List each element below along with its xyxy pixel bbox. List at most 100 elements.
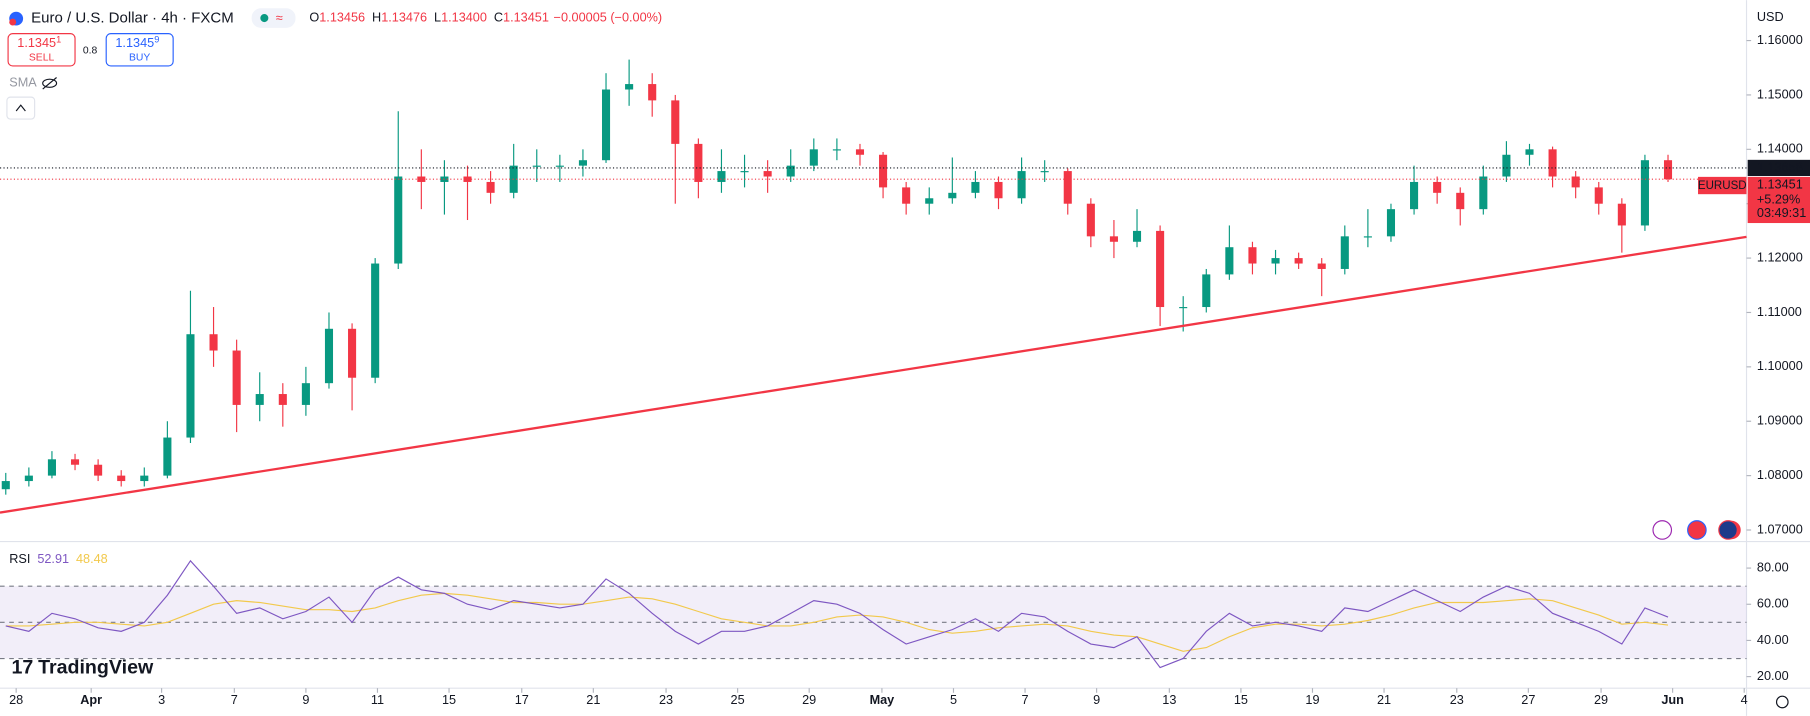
candle-body: [1340, 236, 1349, 269]
y-tick-label: 1.08000: [1757, 468, 1803, 482]
status-pill[interactable]: [251, 8, 296, 28]
status-icon: ≈: [276, 11, 283, 25]
settings-icon[interactable]: [1775, 695, 1789, 709]
candle-body: [117, 475, 126, 482]
candle-body: [1271, 258, 1280, 264]
sell-price-pip: 1: [56, 35, 61, 45]
x-tick-label: 21: [586, 693, 600, 707]
rsi-ma-value: 48.48: [76, 552, 108, 566]
x-tick-label: 23: [1450, 693, 1464, 707]
x-tick-label: 5: [950, 693, 957, 707]
candle-body: [255, 394, 264, 405]
candle-body: [509, 165, 518, 193]
rsi-name: RSI: [9, 552, 30, 566]
x-tick-label: 4: [1741, 693, 1748, 707]
last-change: +5.29%: [1757, 192, 1800, 206]
x-tick-label: May: [870, 693, 895, 707]
candle-body: [1433, 181, 1442, 193]
candle-body: [994, 181, 1003, 199]
rsi-line: [5, 559, 1669, 669]
buy-label: BUY: [129, 53, 150, 64]
sell-button[interactable]: [7, 33, 76, 67]
collapse-icon: [15, 104, 26, 112]
candle-body: [47, 459, 56, 476]
candle-body: [70, 459, 80, 465]
y-tick-label: 1.07000: [1757, 522, 1803, 536]
y-tick-label: 1.10000: [1757, 359, 1803, 373]
sell-label: SELL: [29, 53, 55, 64]
candle-body: [1109, 236, 1118, 242]
sell-price: 1.13451: [17, 35, 61, 50]
candle-body: [1548, 149, 1557, 177]
candle-body: [417, 176, 426, 182]
x-tick-label: Jun: [1661, 693, 1684, 707]
symbol-label: EURUSD: [1698, 180, 1747, 192]
candle-body: [601, 89, 611, 161]
us-flag-icon[interactable]: [1687, 520, 1707, 540]
x-tick-label: 15: [1234, 693, 1248, 707]
candle-body: [1640, 160, 1649, 226]
candle-body: [1571, 176, 1580, 188]
candle-body: [1179, 307, 1188, 309]
candle-body: [855, 149, 865, 155]
collapse-button[interactable]: [6, 96, 36, 120]
x-tick-label: 9: [1093, 693, 1100, 707]
candle-body: [832, 149, 841, 151]
candle-body: [1248, 247, 1257, 264]
price-pane: [0, 59, 1747, 514]
indicator-label[interactable]: SMA: [9, 76, 37, 90]
sell-price-main: 1.1345: [17, 36, 56, 50]
symbol-title[interactable]: Euro / U.S. Dollar · 4h · FXCM: [31, 10, 234, 27]
y-tick-label: 1.16000: [1757, 33, 1803, 47]
x-tick-label: 25: [731, 693, 745, 707]
candle-body: [394, 176, 403, 264]
candle-body: [786, 165, 795, 177]
rsi-y-tick-label: 40.00: [1757, 633, 1789, 647]
candle-body: [1456, 192, 1465, 210]
candle-body: [1132, 230, 1142, 242]
currency-button[interactable]: [1749, 5, 1787, 30]
marked-price-box: [1747, 159, 1810, 177]
candle-body: [1525, 149, 1534, 155]
rsi-legend: RSI 52.91 48.48: [9, 552, 108, 566]
change: −0.00005 (−0.00%): [554, 11, 663, 25]
x-tick-label: 27: [1521, 693, 1535, 707]
candle-body: [1617, 203, 1626, 226]
rsi-ma-line: [5, 592, 1669, 652]
x-tick-label: 13: [1162, 693, 1176, 707]
candle-body: [671, 100, 680, 144]
events-icon[interactable]: [1652, 520, 1673, 540]
y-tick-label: 1.12000: [1757, 250, 1803, 264]
logo-mark: 17: [12, 657, 34, 679]
candle-body: [1386, 209, 1396, 237]
x-tick-label: 29: [802, 693, 816, 707]
x-tick-label: 15: [442, 693, 456, 707]
x-tick-label: 7: [1022, 693, 1029, 707]
candle-body: [1086, 203, 1095, 237]
rsi-value: 52.91: [37, 552, 69, 566]
candle-body: [1156, 230, 1165, 308]
candle-body: [163, 437, 172, 476]
rsi-y-tick-label: 80.00: [1757, 560, 1789, 574]
candle-body: [94, 464, 103, 476]
candle-body: [1663, 160, 1673, 180]
buy-button[interactable]: [105, 33, 174, 67]
candle-body: [555, 165, 564, 167]
hide-icon[interactable]: [42, 77, 58, 90]
candle-body: [324, 328, 334, 384]
trendline: [0, 235, 1747, 514]
countdown: 03:49:31: [1757, 206, 1806, 220]
x-tick-label: 3: [158, 693, 165, 707]
market-open-dot: [260, 14, 269, 23]
candle-body: [24, 475, 33, 482]
marked-price-label: 1.13658: [1757, 160, 1803, 174]
ohlc-key: C: [494, 11, 503, 25]
eu-flag-icon[interactable]: [1718, 520, 1738, 540]
x-tick-label: 17: [515, 693, 529, 707]
candle-body: [186, 334, 195, 438]
x-tick-label: 28: [9, 693, 23, 707]
x-tick-label: 23: [659, 693, 673, 707]
x-tick-label: Apr: [80, 693, 102, 707]
